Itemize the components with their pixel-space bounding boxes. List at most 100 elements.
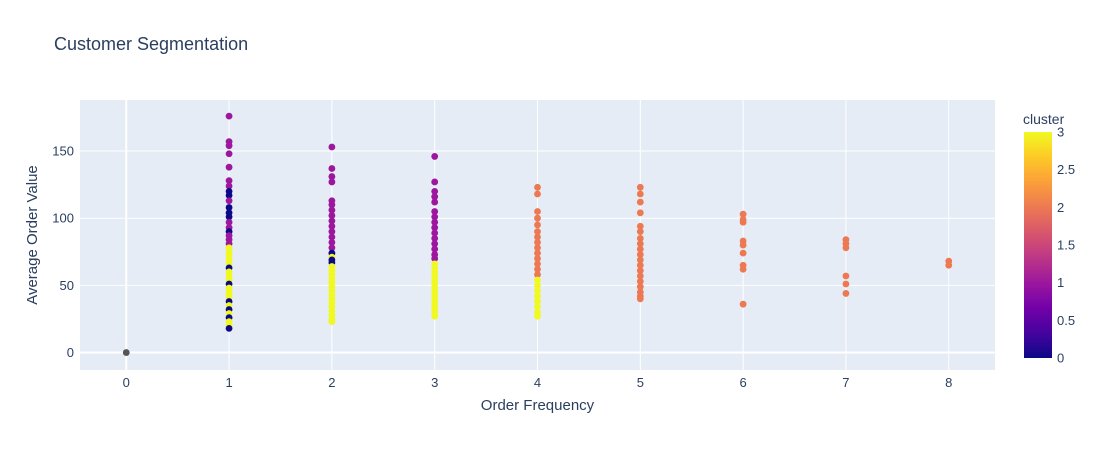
- data-point: [225, 324, 233, 332]
- data-point: [431, 224, 439, 232]
- data-point: [328, 244, 336, 252]
- data-point: [431, 240, 439, 248]
- data-point: [225, 163, 233, 171]
- data-point: [431, 245, 439, 253]
- data-point: [431, 218, 439, 226]
- y-tick-labels: 0 50 100 150: [52, 144, 74, 360]
- data-point: [739, 218, 747, 226]
- data-point: [328, 238, 336, 246]
- data-point: [225, 197, 233, 205]
- y-tick-label: 150: [52, 144, 74, 159]
- data-point: [328, 228, 336, 236]
- data-point: [534, 303, 541, 311]
- data-point: [636, 295, 644, 303]
- data-point: [636, 267, 644, 274]
- data-point: [534, 233, 541, 241]
- data-point: [328, 318, 336, 326]
- data-point: [225, 204, 233, 211]
- data-point: [842, 290, 850, 297]
- data-point: [431, 153, 439, 160]
- colorbar-tick-label: 0: [1057, 351, 1064, 366]
- data-point: [431, 198, 439, 206]
- x-tick-labels: 0 1 2 3 4 5 6 7 8: [123, 375, 953, 390]
- data-point: [431, 213, 439, 221]
- data-point: [739, 265, 747, 273]
- colorbar-gradient: [1024, 132, 1052, 358]
- data-point: [534, 221, 541, 229]
- x-tick-label: 8: [945, 375, 952, 390]
- data-point: [225, 150, 233, 158]
- y-tick-label: 50: [60, 278, 74, 293]
- x-tick-label: 2: [328, 375, 335, 390]
- data-point: [636, 251, 644, 258]
- data-point: [534, 238, 541, 246]
- data-point: [739, 300, 747, 308]
- data-point: [225, 182, 233, 190]
- x-tick-label: 7: [842, 375, 849, 390]
- data-point: [328, 217, 336, 225]
- x-tick-label: 0: [123, 375, 130, 390]
- data-point: [636, 240, 644, 248]
- data-point: [534, 271, 541, 279]
- data-point: [636, 283, 644, 291]
- x-tick-label: 6: [740, 375, 747, 390]
- data-point: [534, 214, 541, 222]
- data-point: [534, 298, 541, 305]
- data-point: [739, 210, 747, 218]
- data-point: [534, 228, 541, 236]
- data-point: [534, 249, 541, 257]
- x-tick-label: 3: [431, 375, 438, 390]
- data-point: [636, 222, 644, 230]
- data-point: [945, 261, 953, 269]
- colorbar: cluster 0 0.5 1 1.5 2 2.5 3: [1023, 111, 1075, 366]
- data-point: [328, 233, 336, 241]
- data-point: [534, 244, 541, 252]
- data-point: [122, 349, 130, 356]
- data-point: [328, 212, 336, 219]
- data-point: [636, 183, 644, 191]
- data-point: [328, 206, 336, 214]
- data-point: [328, 143, 336, 151]
- data-point: [431, 187, 439, 195]
- data-point: [636, 209, 644, 217]
- data-point: [225, 177, 233, 184]
- data-points: [122, 112, 953, 356]
- data-point: [534, 255, 541, 262]
- colorbar-tick-label: 3: [1057, 125, 1064, 140]
- data-point: [328, 201, 336, 209]
- data-point: [842, 244, 850, 252]
- data-point: [534, 260, 541, 268]
- data-point: [534, 183, 541, 191]
- data-point: [739, 249, 747, 257]
- data-point: [534, 312, 541, 320]
- data-point: [328, 222, 336, 230]
- data-point: [431, 193, 439, 201]
- data-point: [431, 229, 439, 237]
- data-point: [534, 208, 541, 215]
- x-tick-label: 1: [225, 375, 232, 390]
- data-point: [328, 178, 336, 186]
- data-point: [431, 234, 439, 242]
- data-point: [431, 312, 439, 320]
- data-point: [636, 256, 644, 264]
- data-point: [636, 277, 644, 285]
- data-point: [534, 281, 541, 289]
- data-point: [636, 234, 644, 242]
- data-point: [636, 228, 644, 236]
- data-point: [636, 272, 644, 280]
- data-point: [636, 198, 644, 206]
- data-point: [328, 165, 336, 172]
- data-point: [636, 245, 644, 253]
- data-point: [534, 190, 541, 198]
- data-point: [431, 208, 439, 215]
- colorbar-tick-label: 2: [1057, 200, 1064, 215]
- data-point: [636, 261, 644, 269]
- data-point: [225, 218, 233, 226]
- data-point: [534, 265, 541, 273]
- x-tick-label: 5: [637, 375, 644, 390]
- data-point: [225, 112, 233, 120]
- data-point: [534, 287, 541, 295]
- data-point: [842, 272, 850, 280]
- data-point: [225, 191, 233, 199]
